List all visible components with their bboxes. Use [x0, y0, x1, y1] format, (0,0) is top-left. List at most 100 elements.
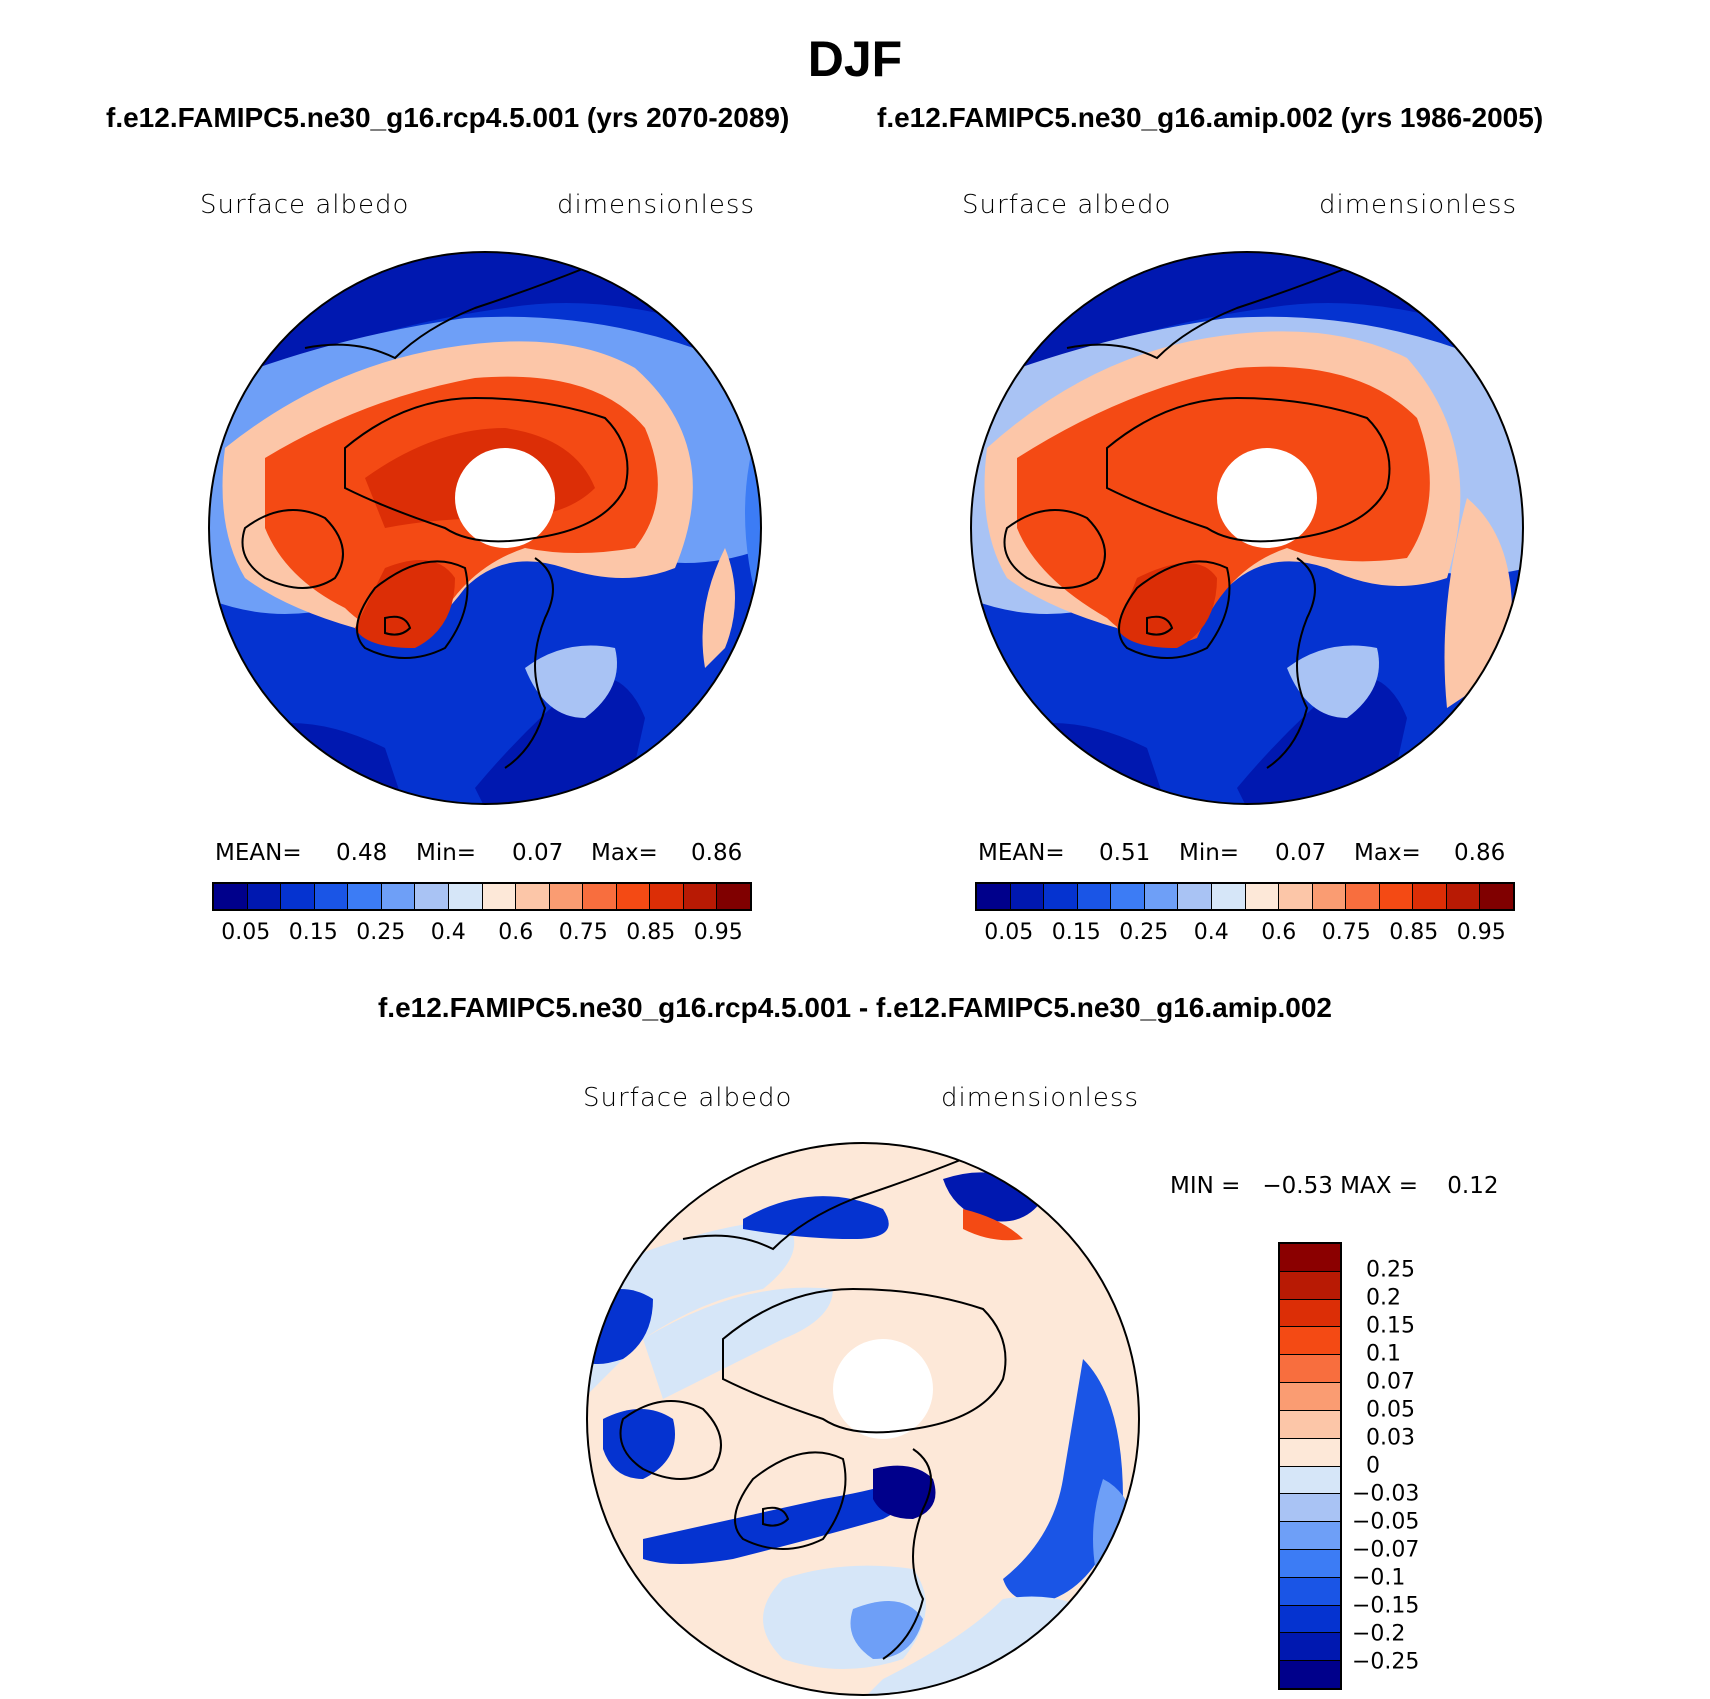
panel-2-case-title: f.e12.FAMIPC5.ne30_g16.amip.002 (yrs 198…: [877, 102, 1544, 133]
colorbar-swatch: [415, 884, 449, 909]
colorbar-swatch: [1280, 1494, 1340, 1523]
colorbar-tick-label: −0.03: [1352, 1481, 1420, 1507]
colorbar-tick-label: 0.15: [288, 920, 338, 945]
panel-2-mean-value: 0.51: [1099, 840, 1151, 866]
colorbar-tick-label: 0.6: [498, 920, 534, 945]
diff-colorbar: [1278, 1242, 1342, 1690]
colorbar-swatch: [1280, 1383, 1340, 1411]
colorbar-swatch: [1044, 884, 1078, 909]
diff-polar-map: [586, 1142, 1140, 1696]
colorbar-swatch: [549, 884, 584, 909]
panel-1-min-value: 0.07: [512, 840, 564, 866]
colorbar-swatch: [1280, 1438, 1340, 1467]
colorbar-swatch: [516, 884, 550, 909]
colorbar-swatch: [1144, 884, 1179, 909]
colorbar-swatch: [482, 884, 517, 909]
colorbar-tick-label: 0.95: [693, 920, 743, 945]
colorbar-swatch: [1446, 884, 1481, 909]
colorbar-swatch: [1280, 1244, 1340, 1272]
colorbar-tick-label: 0.15: [1366, 1313, 1415, 1339]
colorbar-tick-label: 0.15: [1051, 920, 1101, 945]
panel-1-colorbar: [212, 882, 752, 911]
colorbar-tick-label: 0.25: [1366, 1257, 1415, 1283]
panel-1-variable-label: Surface albedo: [200, 190, 410, 220]
diff-colorbar-labels: 0.25 0.2 0.15 0.1 0.07 0.05 0.03 0 −0.03 −0.05 −0.…: [1352, 1242, 1472, 1690]
panel-2-polar-map: [970, 251, 1524, 805]
main-title: DJF: [807, 31, 903, 87]
colorbar-tick-label: 0.05: [984, 920, 1034, 945]
colorbar-swatch: [1077, 884, 1112, 909]
colorbar-swatch: [247, 884, 282, 909]
colorbar-swatch: [1178, 884, 1212, 909]
colorbar-tick-label: −0.05: [1352, 1509, 1420, 1535]
panel-1-mean-value: 0.48: [336, 840, 388, 866]
colorbar-swatch: [1211, 884, 1246, 909]
colorbar-tick-label: 0.4: [430, 920, 466, 945]
colorbar-tick-label: 0.6: [1261, 920, 1297, 945]
colorbar-tick-label: 0.2: [1366, 1285, 1401, 1311]
colorbar-tick-label: 0.75: [1321, 920, 1371, 945]
colorbar-swatch: [1245, 884, 1280, 909]
colorbar-swatch: [1413, 884, 1447, 909]
colorbar-tick-label: 0.4: [1193, 920, 1229, 945]
colorbar-tick-label: 0.85: [626, 920, 676, 945]
colorbar-tick-label: 0.95: [1456, 920, 1506, 945]
panel-2-colorbar: [975, 882, 1515, 911]
colorbar-swatch: [348, 884, 382, 909]
colorbar-swatch: [1280, 1355, 1340, 1384]
colorbar-swatch: [1280, 1327, 1340, 1356]
panel-1-max-label: Max=: [591, 840, 658, 866]
colorbar-tick-label: −0.1: [1352, 1565, 1406, 1591]
panel-1-min-label: Min=: [416, 840, 477, 866]
colorbar-swatch: [1312, 884, 1347, 909]
panel-2-colorbar-labels: 0.05 0.15 0.25 0.4 0.6 0.75 0.85 0.95: [975, 920, 1515, 950]
colorbar-swatch: [448, 884, 483, 909]
panel-1-polar-map: [208, 251, 762, 805]
panel-2-variable-label: Surface albedo: [962, 190, 1172, 220]
colorbar-swatch: [583, 884, 617, 909]
colorbar-tick-label: 0.25: [1119, 920, 1169, 945]
colorbar-swatch: [214, 884, 248, 909]
colorbar-tick-label: 0.05: [221, 920, 271, 945]
diff-title: f.e12.FAMIPC5.ne30_g16.rcp4.5.001 - f.e1…: [377, 992, 1333, 1023]
panel-2-min-value: 0.07: [1275, 840, 1327, 866]
colorbar-swatch: [281, 884, 315, 909]
colorbar-swatch: [1280, 1522, 1340, 1550]
colorbar-swatch: [1280, 1605, 1340, 1634]
colorbar-swatch: [1280, 1549, 1340, 1578]
diff-variable-label: Surface albedo: [583, 1083, 793, 1113]
colorbar-tick-label: 0.75: [558, 920, 608, 945]
diff-units-label: dimensionless: [941, 1083, 1139, 1113]
colorbar-tick-label: 0.05: [1366, 1397, 1415, 1423]
colorbar-tick-label: 0.85: [1389, 920, 1439, 945]
colorbar-swatch: [1346, 884, 1380, 909]
colorbar-tick-label: −0.07: [1352, 1537, 1420, 1563]
colorbar-swatch: [1280, 1577, 1340, 1606]
colorbar-swatch: [1480, 884, 1513, 909]
panel-2-min-label: Min=: [1179, 840, 1240, 866]
colorbar-swatch: [314, 884, 349, 909]
panel-2-max-value: 0.86: [1454, 840, 1506, 866]
panel-2-units-label: dimensionless: [1319, 190, 1517, 220]
panel-1-max-value: 0.86: [691, 840, 743, 866]
panel-2-max-label: Max=: [1354, 840, 1421, 866]
colorbar-tick-label: 0.03: [1366, 1425, 1415, 1451]
colorbar-swatch: [1280, 1633, 1340, 1662]
panel-1-mean-label: MEAN=: [215, 840, 302, 866]
colorbar-swatch: [1280, 1299, 1340, 1328]
colorbar-tick-label: 0: [1366, 1453, 1380, 1479]
colorbar-tick-label: 0.1: [1366, 1341, 1401, 1367]
colorbar-swatch: [1379, 884, 1414, 909]
colorbar-swatch: [616, 884, 651, 909]
colorbar-swatch: [717, 884, 750, 909]
colorbar-tick-label: −0.15: [1352, 1593, 1420, 1619]
panel-2-mean-label: MEAN=: [978, 840, 1065, 866]
colorbar-swatch: [977, 884, 1011, 909]
colorbar-swatch: [1280, 1410, 1340, 1439]
colorbar-swatch: [683, 884, 718, 909]
colorbar-swatch: [1279, 884, 1313, 909]
colorbar-swatch: [381, 884, 416, 909]
colorbar-tick-label: −0.2: [1352, 1621, 1406, 1647]
colorbar-swatch: [1010, 884, 1045, 909]
colorbar-swatch: [650, 884, 684, 909]
